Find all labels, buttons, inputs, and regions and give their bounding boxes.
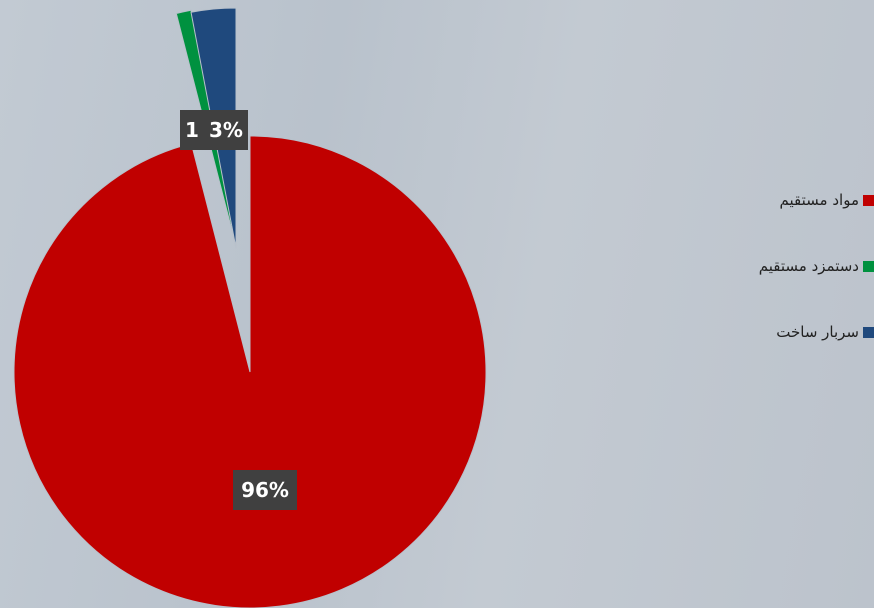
legend-item-direct-labor: دستمزد مستقیم <box>700 254 874 278</box>
data-label-box <box>180 110 204 150</box>
data-label-direct-materials: 96% <box>241 478 289 502</box>
slice-direct-materials <box>13 135 487 608</box>
legend-item-direct-materials: مواد مستقیم <box>700 188 874 212</box>
data-label-direct-labor: 1 <box>185 118 199 142</box>
legend-item-overhead: سربار ساخت <box>700 320 874 344</box>
legend-label: مواد مستقیم <box>779 191 859 209</box>
legend-swatch <box>863 260 874 272</box>
legend-label: سربار ساخت <box>776 323 859 341</box>
data-label-overhead: 3% <box>209 118 243 142</box>
legend-swatch <box>863 194 874 206</box>
data-label-box <box>233 470 297 510</box>
legend-swatch <box>863 326 874 338</box>
legend-label: دستمزد مستقیم <box>758 257 859 275</box>
legend: مواد مستقیم دستمزد مستقیم سربار ساخت <box>700 188 874 386</box>
data-label-box <box>204 110 248 150</box>
